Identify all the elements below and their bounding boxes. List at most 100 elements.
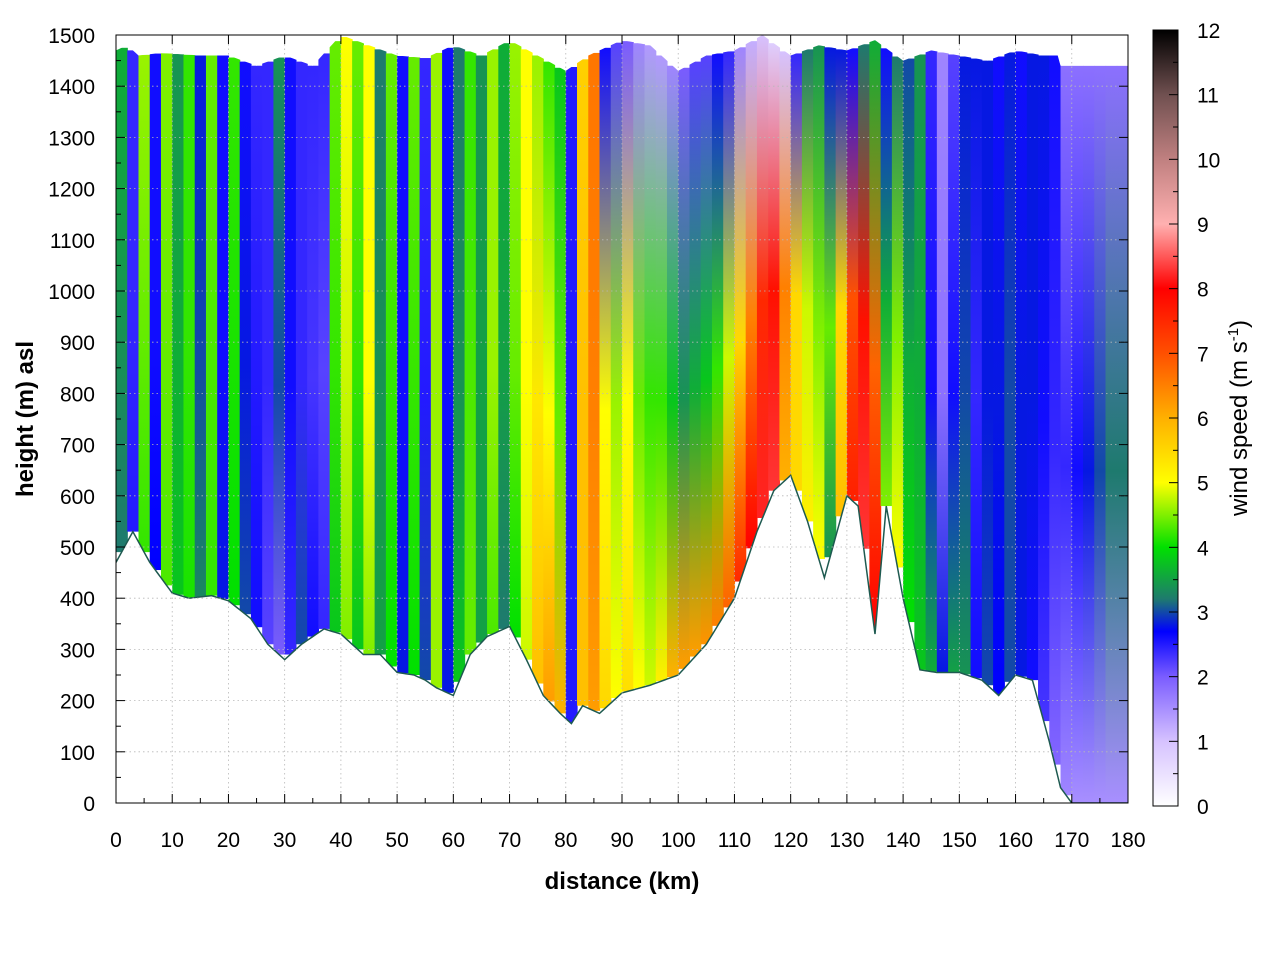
field-column xyxy=(262,61,275,645)
field-column xyxy=(903,58,915,623)
field-column xyxy=(678,67,691,669)
field-column xyxy=(1071,65,1084,803)
field-column xyxy=(1026,53,1039,681)
colorbar-title: wind speed (m s-1) xyxy=(1225,320,1253,517)
colorbar-tick-label: 5 xyxy=(1197,473,1209,496)
field-column xyxy=(554,67,567,714)
field-column xyxy=(925,50,938,672)
field-column xyxy=(824,47,837,558)
colorbar-tick-label: 9 xyxy=(1197,214,1209,237)
field-column xyxy=(1116,65,1128,803)
x-tick-label: 40 xyxy=(329,829,352,852)
x-tick-label: 30 xyxy=(273,829,296,852)
field-column xyxy=(891,56,904,568)
field-column xyxy=(1105,65,1118,803)
field-column xyxy=(970,58,983,679)
y-axis: 0 100 200 300 400 500 600 700 800 900 1000 1100 1200… xyxy=(48,25,1128,816)
field-column xyxy=(149,53,162,571)
field-column xyxy=(1083,65,1095,803)
field-column xyxy=(205,55,218,596)
colorbar-tick-label: 0 xyxy=(1197,796,1209,819)
y-tick-label: 800 xyxy=(60,383,95,406)
x-tick-label: 130 xyxy=(829,829,864,852)
field-column xyxy=(610,42,623,699)
x-tick-label: 0 xyxy=(110,829,122,852)
y-tick-label: 1500 xyxy=(48,25,95,48)
x-tick-label: 150 xyxy=(942,829,977,852)
field-column xyxy=(329,41,342,633)
field-column xyxy=(723,51,736,608)
x-axis-title: distance (km) xyxy=(545,868,700,895)
field-column xyxy=(430,52,443,688)
field-column xyxy=(520,49,533,660)
y-tick-label: 900 xyxy=(60,332,95,355)
field-column xyxy=(363,45,376,655)
colorbar-tick-label: 6 xyxy=(1197,408,1209,431)
x-tick-label: 20 xyxy=(217,829,240,852)
field-column xyxy=(127,50,140,532)
wind-speed-field xyxy=(116,35,1128,803)
field-column xyxy=(666,65,679,678)
y-tick-label: 300 xyxy=(60,639,95,662)
field-column xyxy=(1015,51,1028,677)
field-column xyxy=(250,65,263,628)
x-tick-label: 70 xyxy=(498,829,521,852)
colorbar-title-superscript: -1 xyxy=(1225,328,1242,341)
field-column xyxy=(779,51,792,481)
y-tick-label: 1100 xyxy=(50,230,95,253)
colorbar-tick-label: 3 xyxy=(1197,602,1209,625)
x-tick-label: 100 xyxy=(661,829,696,852)
field-column xyxy=(307,65,319,637)
field-column xyxy=(352,41,364,650)
field-column xyxy=(475,55,488,643)
colorbar-tick-label: 12 xyxy=(1197,20,1220,43)
field-column xyxy=(577,59,589,706)
x-tick-label: 110 xyxy=(718,829,751,852)
field-column xyxy=(419,58,432,681)
y-tick-label: 600 xyxy=(60,486,95,509)
x-tick-label: 170 xyxy=(1054,829,1089,852)
field-column xyxy=(138,54,151,553)
field-column xyxy=(194,55,207,597)
x-tick-label: 160 xyxy=(998,829,1033,852)
field-column xyxy=(981,60,994,686)
field-column xyxy=(914,54,927,670)
field-column xyxy=(228,57,241,606)
field-column xyxy=(1060,65,1073,796)
colorbar-tick-label: 1 xyxy=(1197,731,1209,754)
y-tick-label: 200 xyxy=(60,691,95,714)
field-column xyxy=(835,49,848,517)
field-column xyxy=(442,47,454,693)
field-column xyxy=(880,48,893,507)
field-column xyxy=(1049,55,1062,765)
x-axis: 0 10 20 30 40 50 60 70 80 90 100 110 120 130 140 150 160… xyxy=(110,35,1146,852)
x-tick-label: 50 xyxy=(385,829,408,852)
field-column xyxy=(464,51,477,655)
colorbar-tick-label: 10 xyxy=(1197,149,1220,172)
field-column xyxy=(734,47,747,582)
colorbar-tick-label: 7 xyxy=(1197,343,1209,366)
field-column xyxy=(622,41,634,692)
field-column xyxy=(846,48,859,501)
y-tick-label: 1200 xyxy=(48,179,95,202)
y-tick-label: 500 xyxy=(60,537,95,560)
field-column xyxy=(1094,65,1107,803)
colorbar-tick-label: 4 xyxy=(1197,537,1209,560)
field-column xyxy=(543,61,556,702)
field-column xyxy=(1004,52,1017,682)
field-column xyxy=(644,45,657,686)
field-column xyxy=(768,43,781,491)
field-column xyxy=(959,56,972,675)
field-column xyxy=(756,35,769,518)
y-tick-label: 1300 xyxy=(48,127,95,150)
y-tick-label: 1000 xyxy=(48,281,95,304)
field-column xyxy=(385,53,398,667)
field-column xyxy=(318,53,331,629)
field-column xyxy=(1038,55,1050,722)
field-column xyxy=(936,52,949,673)
field-column xyxy=(565,67,578,724)
x-tick-label: 120 xyxy=(773,829,808,852)
field-column xyxy=(172,54,185,595)
